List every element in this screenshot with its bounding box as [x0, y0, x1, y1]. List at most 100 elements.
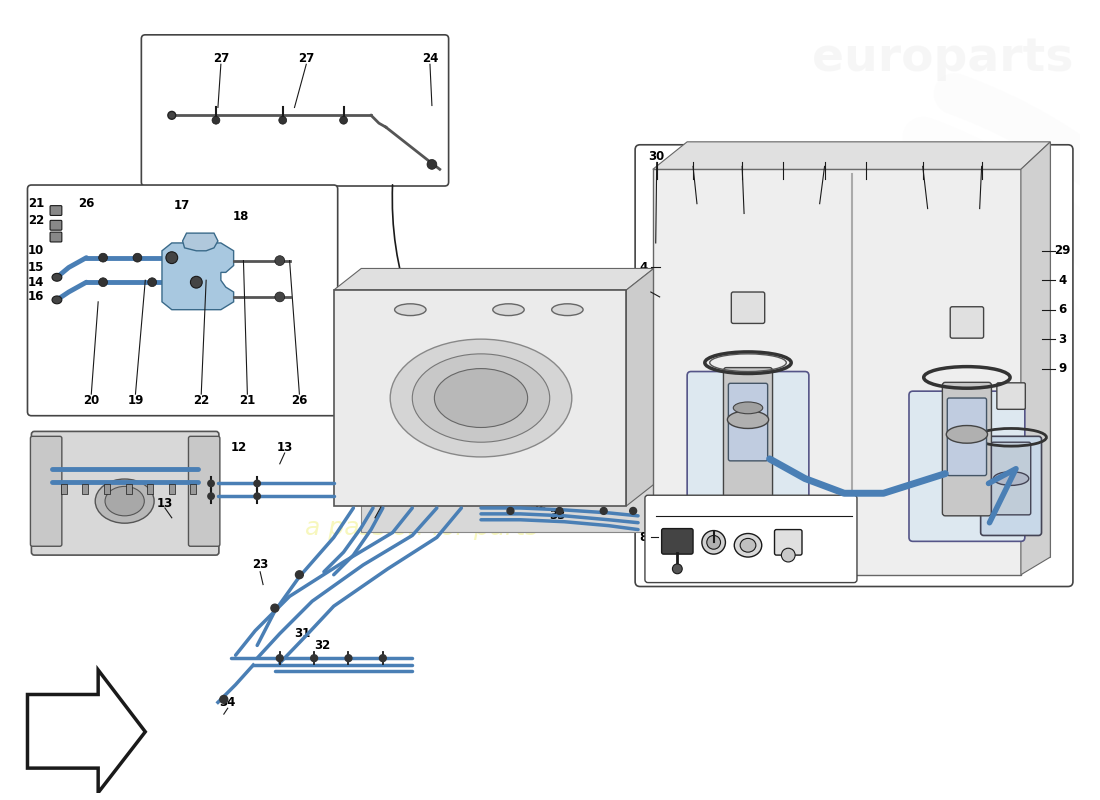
Circle shape	[190, 276, 202, 288]
FancyBboxPatch shape	[909, 391, 1025, 542]
FancyBboxPatch shape	[997, 383, 1025, 410]
FancyBboxPatch shape	[943, 382, 991, 516]
Text: 10: 10	[28, 244, 44, 258]
Circle shape	[275, 292, 285, 302]
Polygon shape	[652, 170, 1021, 574]
Text: europarts: europarts	[812, 36, 1074, 81]
Circle shape	[207, 492, 215, 500]
Ellipse shape	[390, 339, 572, 457]
FancyBboxPatch shape	[724, 368, 772, 501]
Text: 29: 29	[1054, 244, 1070, 258]
Circle shape	[99, 254, 108, 262]
Circle shape	[253, 479, 261, 487]
Bar	[104, 485, 110, 494]
Circle shape	[379, 654, 386, 662]
Text: 29: 29	[734, 150, 750, 163]
Text: 31: 31	[510, 489, 527, 502]
Circle shape	[147, 278, 156, 286]
Circle shape	[427, 159, 437, 170]
Text: 2: 2	[779, 150, 788, 163]
Text: 22: 22	[28, 214, 44, 227]
FancyBboxPatch shape	[732, 292, 764, 323]
Circle shape	[253, 492, 261, 500]
FancyBboxPatch shape	[635, 145, 1072, 586]
Text: 32: 32	[530, 498, 546, 511]
Circle shape	[275, 256, 285, 266]
Text: 33: 33	[549, 510, 565, 522]
FancyBboxPatch shape	[31, 436, 62, 546]
Circle shape	[278, 116, 287, 124]
Polygon shape	[1021, 142, 1050, 574]
Text: 6: 6	[1058, 303, 1066, 316]
Text: 23: 23	[252, 558, 268, 571]
Circle shape	[345, 654, 352, 662]
Ellipse shape	[434, 369, 528, 427]
Circle shape	[133, 254, 142, 262]
Bar	[82, 485, 88, 494]
FancyBboxPatch shape	[28, 185, 338, 416]
Circle shape	[707, 535, 721, 550]
Polygon shape	[652, 142, 1050, 170]
Text: 21: 21	[28, 197, 44, 210]
Bar	[60, 485, 67, 494]
Ellipse shape	[740, 538, 756, 552]
Bar	[168, 485, 175, 494]
Text: 13: 13	[157, 497, 173, 510]
Text: 26: 26	[78, 197, 95, 210]
Circle shape	[557, 507, 563, 514]
Ellipse shape	[412, 354, 550, 442]
FancyBboxPatch shape	[51, 232, 62, 242]
Circle shape	[507, 507, 514, 514]
Text: 6: 6	[639, 286, 648, 298]
Text: 3: 3	[1058, 333, 1066, 346]
Polygon shape	[688, 142, 1050, 557]
Text: 27: 27	[298, 52, 315, 65]
Text: 35: 35	[705, 499, 722, 513]
Text: 7: 7	[689, 150, 697, 163]
Circle shape	[271, 604, 278, 612]
Text: 32: 32	[314, 639, 330, 652]
FancyBboxPatch shape	[950, 306, 983, 338]
Text: 31: 31	[294, 627, 310, 640]
Circle shape	[340, 116, 348, 124]
Polygon shape	[333, 290, 626, 506]
Bar	[190, 485, 196, 494]
Ellipse shape	[993, 472, 1028, 486]
Circle shape	[310, 654, 318, 662]
Polygon shape	[28, 670, 145, 793]
Ellipse shape	[727, 410, 769, 429]
Text: 5: 5	[821, 150, 828, 163]
Text: 11: 11	[373, 494, 389, 508]
Circle shape	[296, 571, 304, 578]
FancyBboxPatch shape	[188, 436, 220, 546]
Ellipse shape	[52, 296, 62, 304]
FancyBboxPatch shape	[661, 529, 693, 554]
Text: 19: 19	[128, 394, 144, 406]
Text: 4: 4	[639, 261, 648, 274]
FancyBboxPatch shape	[51, 206, 62, 215]
FancyBboxPatch shape	[688, 371, 808, 526]
FancyBboxPatch shape	[32, 431, 219, 555]
Text: 14: 14	[28, 276, 44, 289]
Polygon shape	[626, 269, 653, 506]
Ellipse shape	[946, 426, 988, 443]
Ellipse shape	[395, 304, 426, 315]
Circle shape	[601, 507, 607, 514]
Bar	[125, 485, 132, 494]
Circle shape	[99, 278, 108, 286]
Text: 36: 36	[740, 499, 756, 513]
Ellipse shape	[734, 402, 762, 414]
Polygon shape	[361, 315, 653, 531]
Text: 37: 37	[669, 499, 685, 513]
FancyBboxPatch shape	[981, 436, 1042, 535]
Circle shape	[166, 252, 178, 263]
Ellipse shape	[52, 274, 62, 282]
Text: 30: 30	[649, 150, 664, 163]
Text: 27: 27	[212, 52, 229, 65]
Text: 34: 34	[220, 696, 235, 709]
Ellipse shape	[735, 534, 761, 557]
Text: 1: 1	[744, 513, 752, 522]
Circle shape	[207, 479, 215, 487]
Ellipse shape	[552, 304, 583, 315]
Circle shape	[781, 548, 795, 562]
